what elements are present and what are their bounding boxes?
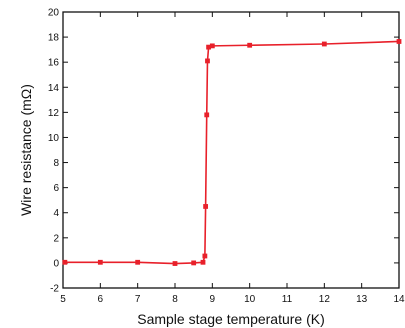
y-tick-label: 20 <box>48 8 60 19</box>
data-point <box>206 44 211 50</box>
data-point <box>205 58 210 64</box>
x-tick-label: 8 <box>172 294 178 305</box>
data-point <box>135 259 141 265</box>
x-tick-label: 7 <box>135 294 141 305</box>
y-tick-label: 14 <box>48 83 60 94</box>
y-tick-label: 18 <box>48 33 60 44</box>
data-point <box>62 259 68 265</box>
y-axis-title: Wire resistance (mΩ) <box>18 84 34 216</box>
data-point <box>203 204 209 209</box>
series-layer <box>62 39 402 266</box>
data-point <box>321 41 327 47</box>
plot-frame-group <box>62 11 400 289</box>
x-tick-label: 13 <box>356 294 368 305</box>
x-tick-label: 9 <box>210 294 216 305</box>
data-point <box>97 259 103 265</box>
y-tick-label: 2 <box>53 233 59 244</box>
x-tick-label: 12 <box>319 294 331 305</box>
data-point <box>202 253 208 259</box>
y-tick-label: 6 <box>53 183 59 194</box>
x-tick-label: 5 <box>60 294 66 305</box>
data-point <box>396 39 402 44</box>
y-tick-label: 4 <box>53 208 59 219</box>
y-tick-label: 10 <box>48 133 60 144</box>
y-tick-label: 8 <box>53 158 59 169</box>
y-tick-label: 12 <box>48 108 60 119</box>
data-point <box>200 259 206 265</box>
y-axis: -2 0 2 4 6 8 10 12 14 16 18 20 <box>48 8 399 295</box>
x-tick-label: 14 <box>393 294 405 305</box>
data-point <box>172 261 178 266</box>
x-axis-title: Sample stage temperature (K) <box>137 311 325 327</box>
x-axis: 5 6 7 8 9 10 11 12 13 14 <box>60 12 405 305</box>
data-point <box>191 260 197 266</box>
x-tick-label: 10 <box>244 294 256 305</box>
x-tick-label: 11 <box>282 294 293 305</box>
x-tick-label: 6 <box>98 294 104 305</box>
y-tick-label: 16 <box>48 58 60 69</box>
y-tick-label: -2 <box>50 284 59 295</box>
data-point <box>204 112 210 118</box>
plot-area-frame <box>62 11 400 289</box>
y-tick-label: 0 <box>53 258 59 269</box>
data-point <box>247 42 253 48</box>
series-line <box>64 40 400 265</box>
data-point <box>209 43 215 49</box>
